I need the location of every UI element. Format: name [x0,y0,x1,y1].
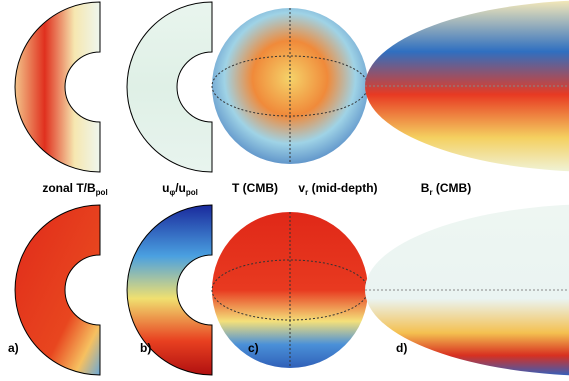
column-label: vr (mid-depth) [298,181,377,197]
label-text: v [298,181,305,195]
column-label: zonal T/Bpol [42,181,107,197]
mollweide-field [365,204,569,376]
meridional-velocity [126,204,213,376]
label-text: B [421,181,430,195]
label-subscript: r [429,188,432,197]
column-label: Br (CMB) [421,181,471,197]
label-subscript: r [305,188,308,197]
label-subscript: pol [186,188,198,197]
panel-label: d) [396,341,407,355]
meridional-temperature [14,204,101,376]
label-subscript: pol [96,188,108,197]
panel-label: b) [140,341,151,355]
label-text: T (CMB) [232,181,278,195]
meridional-velocity [126,1,213,173]
column-label: uφ/upol [162,181,198,197]
label-subscript: φ [169,188,175,197]
column-label: T (CMB) [232,181,278,195]
label-text: (mid-depth) [308,181,377,195]
meridional-temperature [14,1,101,173]
label-text: u [162,181,169,195]
label-text: /u [175,181,186,195]
label-text: zonal T/B [42,181,96,195]
panel-label: a) [8,341,19,355]
mollweide-field [365,0,569,172]
panel-label: c) [248,341,259,355]
label-text: (CMB) [433,181,472,195]
